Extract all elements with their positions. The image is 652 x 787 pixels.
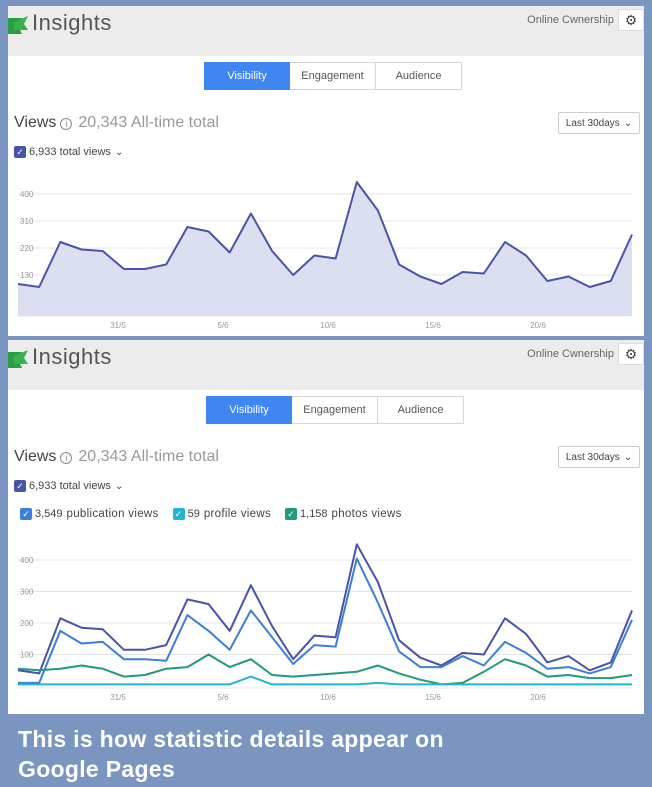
alltime-total: 20,343 All-time total xyxy=(78,448,219,465)
alltime-total: 20,343 All-time total xyxy=(78,114,219,131)
tab-visibility[interactable]: Visibility xyxy=(206,396,292,424)
series-legend: ✓ 3,549 publication views ✓ 59 profile v… xyxy=(20,508,416,520)
tab-visibility[interactable]: Visibility xyxy=(204,62,290,90)
x-tick-label: 20/6 xyxy=(530,693,546,702)
info-icon[interactable]: i xyxy=(60,452,73,464)
x-tick-label: 5/6 xyxy=(217,693,229,702)
insights-panel-top: Insights Online Cwnership ⚙ Visibility E… xyxy=(8,6,644,336)
date-range-value: Last 30days xyxy=(565,451,620,463)
insights-tabs: Visibility Engagement Audience xyxy=(204,62,462,90)
insights-panel-bottom: Insights Online Cwnership ⚙ Visibility E… xyxy=(8,340,644,714)
y-tick-label: 220 xyxy=(20,244,34,253)
views-label: Views xyxy=(14,114,57,131)
y-tick-label: 400 xyxy=(20,556,34,565)
views-line-chart: 100 200 300 400 31/5 5/6 10/6 15/6 20/6 xyxy=(17,543,633,702)
date-range-select[interactable]: Last 30days ⌄ xyxy=(558,112,640,134)
gear-icon[interactable]: ⚙ xyxy=(618,343,644,365)
checkbox-checked-icon[interactable]: ✓ xyxy=(172,508,185,520)
info-icon[interactable]: i xyxy=(60,118,73,130)
total-views-toggle[interactable]: ✓ 6,933 total views ⌄ xyxy=(14,146,123,158)
x-tick-label: 10/6 xyxy=(320,321,336,330)
series-line-3 xyxy=(18,675,632,686)
legend-label: publication views xyxy=(66,508,159,520)
legend-label: photos views xyxy=(331,508,402,520)
legend-publication-views[interactable]: ✓ 3,549 publication views xyxy=(20,508,159,520)
chevron-down-icon: ⌄ xyxy=(623,451,633,463)
views-summary: Views i 20,343 All-time total xyxy=(14,114,219,132)
total-views-label: 6,933 total views xyxy=(29,480,111,492)
caption-line: This is how statistic details appear on xyxy=(18,726,444,752)
y-tick-label: 100 xyxy=(20,651,34,660)
total-views-label: 6,933 total views xyxy=(29,146,111,158)
checkbox-checked-icon[interactable]: ✓ xyxy=(20,508,32,520)
views-area-chart: 130 220 310 400 31/5 5/6 10/6 15/6 20/6 xyxy=(17,181,633,330)
y-tick-label: 400 xyxy=(20,190,34,199)
tab-engagement[interactable]: Engagement xyxy=(290,62,376,90)
insights-title: Insights xyxy=(32,344,112,369)
legend-profile-views[interactable]: ✓ 59 profile views xyxy=(172,508,272,520)
views-summary: Views i 20,343 All-time total xyxy=(14,448,219,466)
total-views-toggle[interactable]: ✓ 6,933 total views ⌄ xyxy=(14,480,123,492)
page-owner-name: Online Cwnership xyxy=(527,348,614,360)
views-label: Views xyxy=(14,448,57,465)
y-tick-label: 300 xyxy=(20,588,34,597)
insights-header: Insights Online Cwnership ⚙ xyxy=(8,340,644,390)
insights-title: Insights xyxy=(32,10,112,35)
x-tick-label: 15/6 xyxy=(425,693,441,702)
chevron-down-icon: ⌄ xyxy=(114,146,124,158)
gear-icon[interactable]: ⚙ xyxy=(618,9,644,31)
insights-tabs: Visibility Engagement Audience xyxy=(206,396,464,424)
checkbox-checked-icon[interactable]: ✓ xyxy=(14,480,26,492)
chevron-down-icon: ⌄ xyxy=(623,117,633,129)
page-owner-name: Online Cwnership xyxy=(527,14,614,26)
legend-count: 59 xyxy=(187,508,200,520)
series-area xyxy=(18,182,632,316)
legend-count: 1,158 xyxy=(300,508,328,520)
y-tick-label: 310 xyxy=(20,217,34,226)
google-pages-logo-icon xyxy=(8,350,28,368)
checkbox-checked-icon[interactable]: ✓ xyxy=(14,146,26,158)
checkbox-checked-icon[interactable]: ✓ xyxy=(285,508,298,520)
tab-engagement[interactable]: Engagement xyxy=(292,396,378,424)
tab-audience[interactable]: Audience xyxy=(378,396,464,424)
y-tick-label: 130 xyxy=(20,271,34,280)
series-line-1 xyxy=(18,557,633,684)
date-range-select[interactable]: Last 30days ⌄ xyxy=(558,446,640,468)
x-tick-label: 31/5 xyxy=(110,693,126,702)
tab-audience[interactable]: Audience xyxy=(376,62,462,90)
legend-label: profile views xyxy=(203,508,272,520)
y-tick-label: 200 xyxy=(20,619,34,628)
legend-photos-views[interactable]: ✓ 1,158 photos views xyxy=(285,508,402,520)
date-range-value: Last 30days xyxy=(565,117,620,129)
insights-header: Insights Online Cwnership ⚙ xyxy=(8,6,644,56)
x-tick-label: 5/6 xyxy=(217,321,229,330)
legend-count: 3,549 xyxy=(35,508,63,520)
caption-line: Google Pages xyxy=(18,756,175,782)
x-tick-label: 10/6 xyxy=(320,693,336,702)
x-tick-label: 15/6 xyxy=(425,321,441,330)
x-tick-label: 31/5 xyxy=(110,321,126,330)
series-line-2 xyxy=(17,653,633,686)
x-tick-label: 20/6 xyxy=(530,321,546,330)
series-line-0 xyxy=(17,181,633,288)
chevron-down-icon: ⌄ xyxy=(114,480,124,492)
caption: This is how statistic details appear on … xyxy=(18,724,444,784)
series-line-0 xyxy=(17,543,633,675)
google-pages-logo-icon xyxy=(8,16,28,34)
